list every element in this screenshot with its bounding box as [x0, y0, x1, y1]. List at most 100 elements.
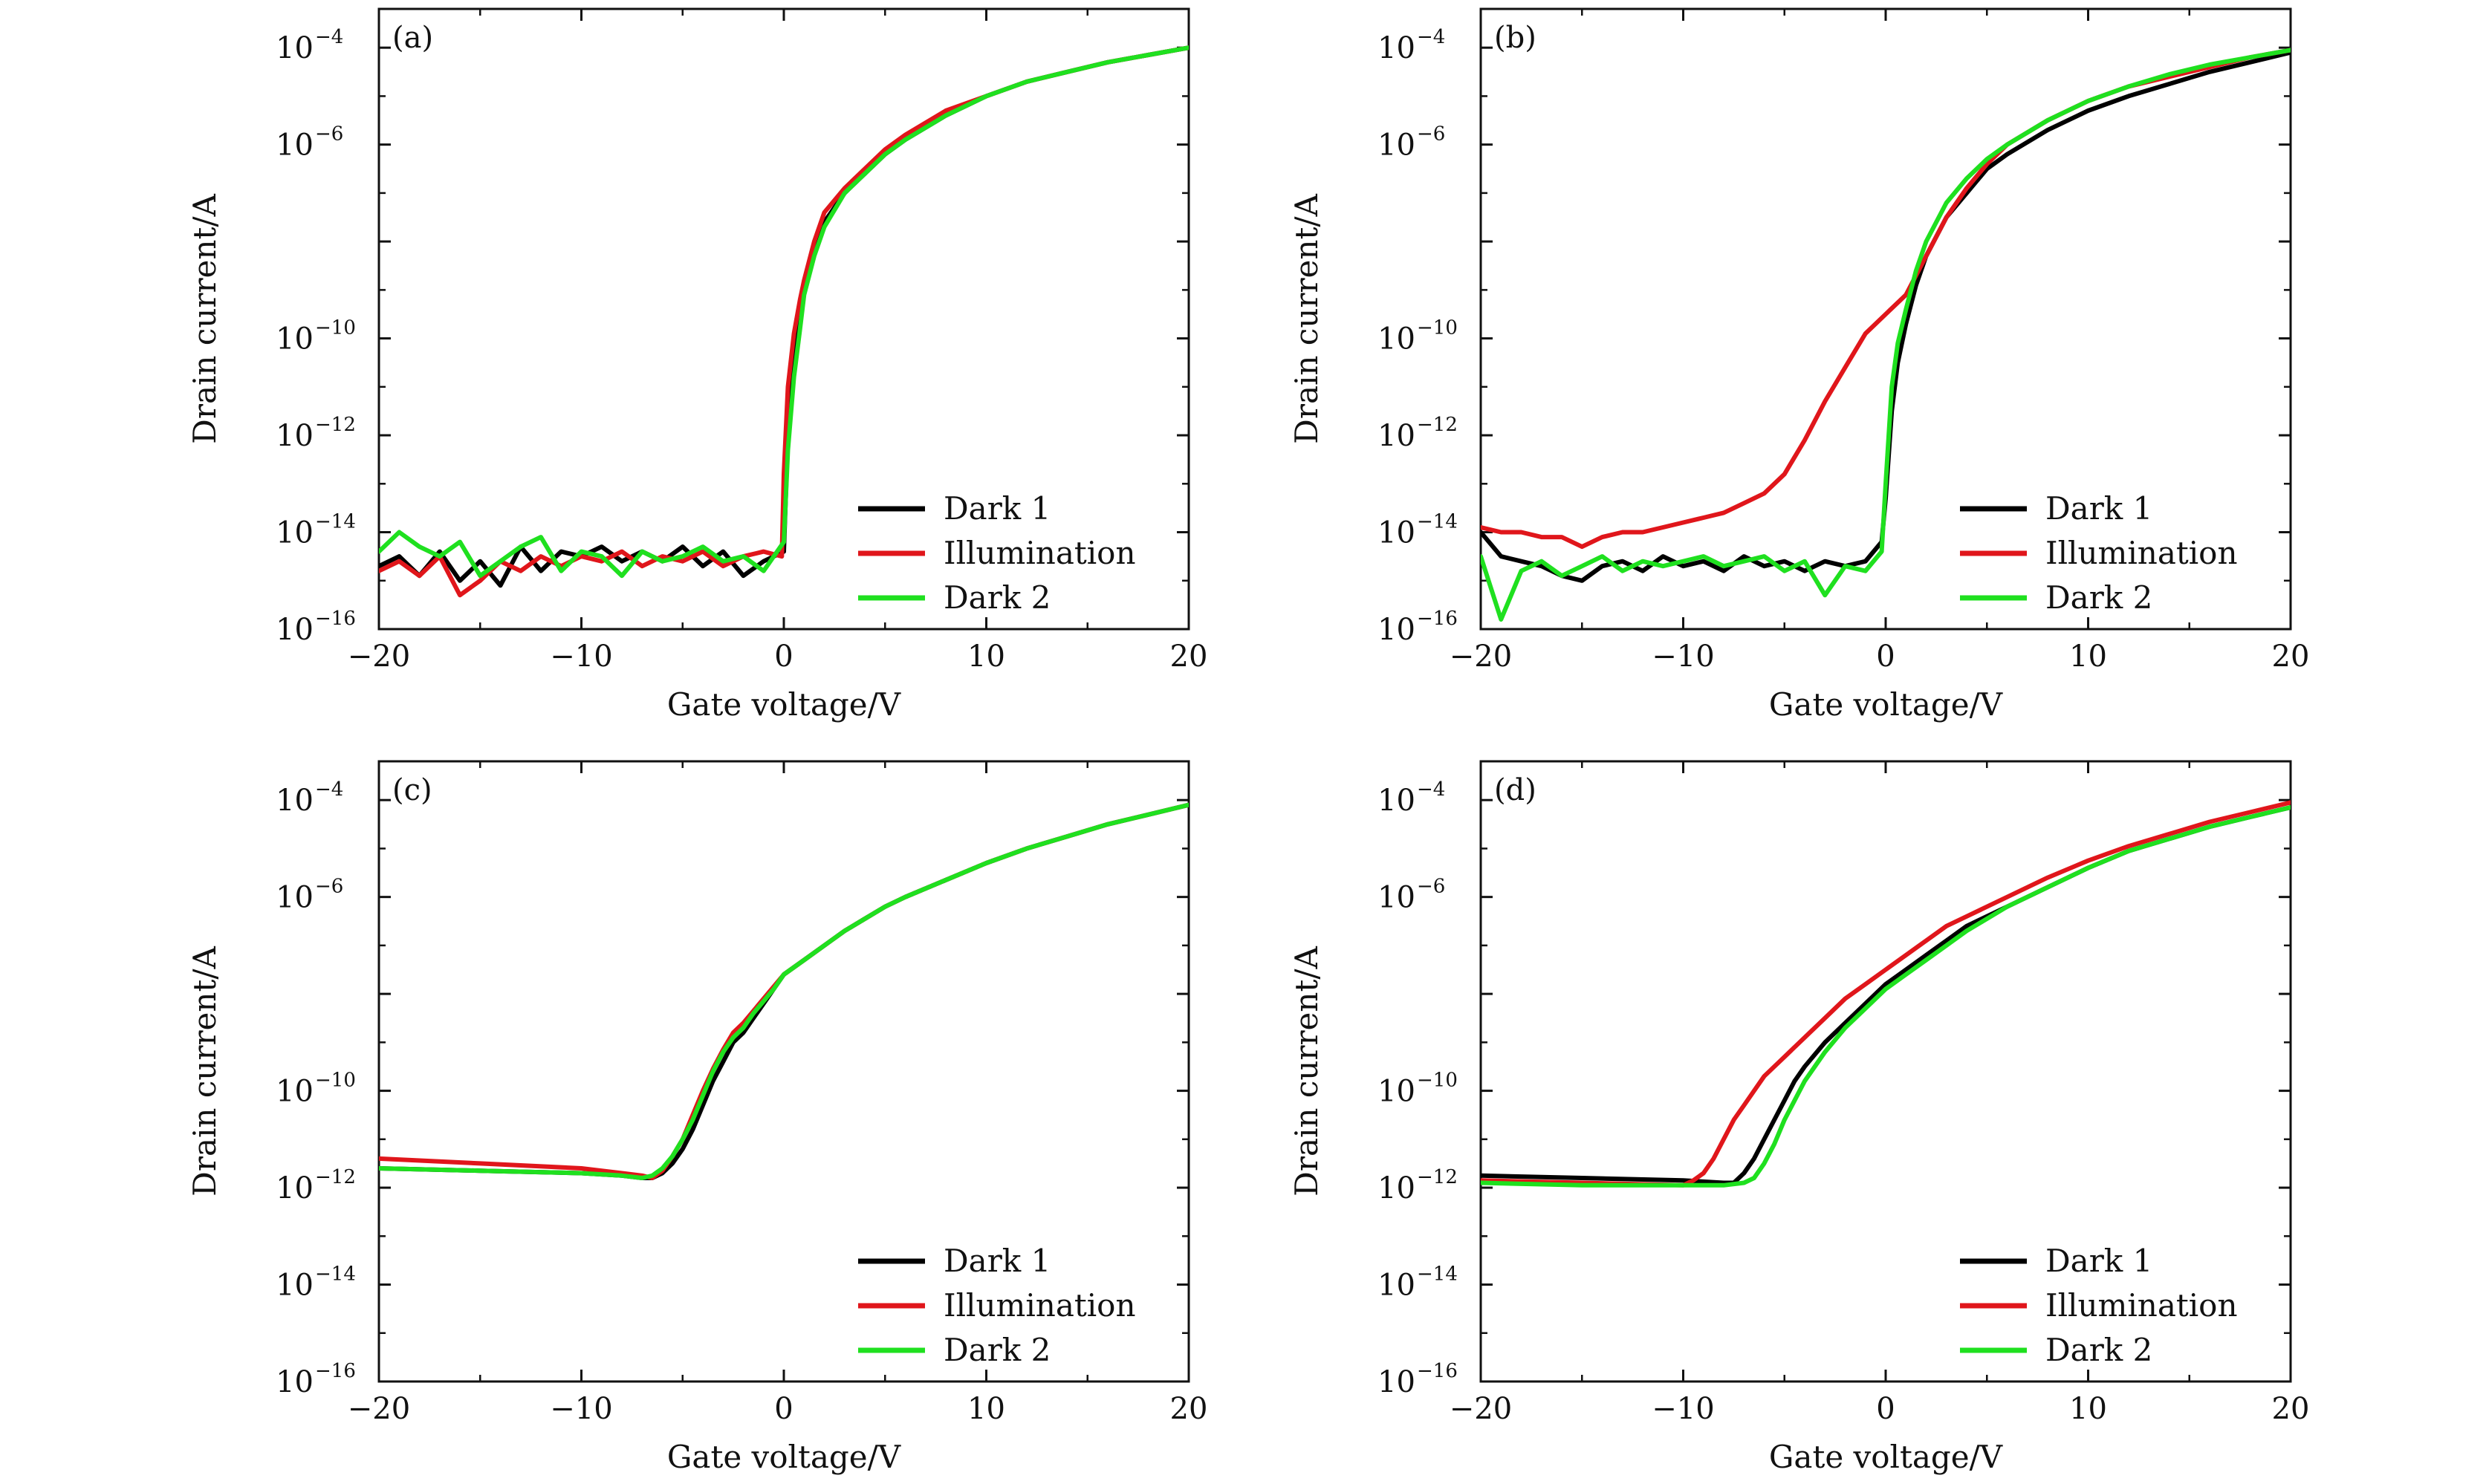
y-tick-exponent: −16 — [1417, 608, 1458, 630]
y-tick-exponent: −12 — [1417, 1166, 1458, 1188]
series-line-dark-1 — [379, 802, 1189, 1180]
y-tick-label: 10 — [276, 1269, 314, 1303]
series-line-dark-1 — [1481, 805, 2291, 1185]
legend-label: Illumination — [2045, 535, 2238, 571]
x-tick-label: −20 — [1450, 1392, 1512, 1426]
x-tick-label: 20 — [2272, 640, 2310, 674]
y-tick-label: 10 — [1377, 516, 1415, 550]
y-tick-label: 10 — [1377, 784, 1415, 818]
x-tick-label: 10 — [2069, 640, 2107, 674]
y-tick-label: 10 — [1377, 1171, 1415, 1205]
x-tick-label: −20 — [1450, 640, 1512, 674]
y-tick-exponent: −14 — [315, 1263, 356, 1286]
y-tick-exponent: −10 — [1417, 317, 1458, 339]
series-line-dark-1 — [1481, 50, 2291, 583]
y-tick-exponent: −4 — [315, 778, 343, 801]
y-tick-label: 10 — [276, 1171, 314, 1205]
y-tick-label: 10 — [276, 31, 314, 65]
series-line-dark-2 — [1481, 805, 2291, 1188]
x-tick-label: 10 — [967, 640, 1005, 674]
series-group — [379, 45, 1189, 598]
y-tick-exponent: −14 — [315, 511, 356, 533]
y-tick-exponent: −4 — [1417, 26, 1445, 48]
legend-label: Dark 2 — [2045, 579, 2152, 616]
y-tick-label: 10 — [1377, 1365, 1415, 1399]
series-line-dark-2 — [379, 802, 1189, 1180]
y-tick-exponent: −6 — [1417, 876, 1445, 898]
series-line-illumination — [379, 802, 1189, 1180]
x-axis-label: Gate voltage/V — [667, 686, 901, 723]
y-tick-exponent: −10 — [1417, 1070, 1458, 1092]
legend-label: Dark 1 — [944, 490, 1051, 527]
y-tick-label: 10 — [276, 128, 314, 163]
legend-label: Dark 1 — [2045, 490, 2152, 527]
series-group — [1481, 48, 2291, 622]
legend-label: Dark 2 — [2045, 1332, 2152, 1368]
panel-label: (d) — [1494, 773, 1536, 807]
x-tick-label: 20 — [1170, 640, 1208, 674]
panel-label: (c) — [392, 773, 432, 807]
x-axis-label: Gate voltage/V — [667, 1439, 901, 1475]
panel-label: (b) — [1494, 21, 1536, 55]
series-line-illumination — [1481, 800, 2291, 1188]
x-tick-label: 0 — [1876, 640, 1895, 674]
y-tick-label: 10 — [276, 419, 314, 453]
y-tick-label: 10 — [1377, 128, 1415, 163]
y-tick-label: 10 — [276, 516, 314, 550]
series-group — [379, 802, 1189, 1180]
y-tick-exponent: −14 — [1417, 511, 1458, 533]
x-tick-label: 0 — [774, 1392, 793, 1426]
x-tick-label: 0 — [774, 640, 793, 674]
x-tick-label: 10 — [967, 1392, 1005, 1426]
legend-label: Dark 2 — [944, 579, 1051, 616]
y-tick-label: 10 — [1377, 1075, 1415, 1109]
y-tick-exponent: −10 — [315, 317, 356, 339]
legend-label: Illumination — [944, 535, 1136, 571]
x-axis-label: Gate voltage/V — [1769, 686, 2003, 723]
y-tick-exponent: −12 — [315, 1166, 356, 1188]
y-tick-label: 10 — [1377, 613, 1415, 647]
y-tick-label: 10 — [276, 784, 314, 818]
y-tick-exponent: −16 — [315, 608, 356, 630]
y-tick-label: 10 — [1377, 419, 1415, 453]
y-tick-label: 10 — [276, 881, 314, 915]
y-tick-label: 10 — [1377, 881, 1415, 915]
y-tick-label: 10 — [276, 1365, 314, 1399]
x-tick-label: 20 — [1170, 1392, 1208, 1426]
y-tick-exponent: −6 — [315, 876, 343, 898]
y-tick-exponent: −12 — [315, 414, 356, 436]
y-tick-label: 10 — [276, 1075, 314, 1109]
y-tick-exponent: −4 — [315, 26, 343, 48]
series-line-illumination — [379, 45, 1189, 598]
y-axis-label: Drain current/A — [186, 946, 223, 1197]
y-axis-label: Drain current/A — [1288, 194, 1325, 444]
legend-label: Illumination — [2045, 1287, 2238, 1324]
y-tick-exponent: −4 — [1417, 778, 1445, 801]
legend-label: Illumination — [944, 1287, 1136, 1324]
x-tick-label: 0 — [1876, 1392, 1895, 1426]
series-group — [1481, 800, 2291, 1188]
x-tick-label: −10 — [550, 640, 612, 674]
legend-label: Dark 1 — [2045, 1243, 2152, 1279]
y-tick-exponent: −6 — [315, 123, 343, 146]
y-tick-exponent: −16 — [315, 1360, 356, 1382]
y-tick-label: 10 — [1377, 1269, 1415, 1303]
x-tick-label: 20 — [2272, 1392, 2310, 1426]
x-tick-label: −20 — [348, 640, 410, 674]
series-line-dark-2 — [379, 45, 1189, 579]
panel-label: (a) — [392, 21, 433, 55]
y-tick-exponent: −12 — [1417, 414, 1458, 436]
y-axis-label: Drain current/A — [1288, 946, 1325, 1197]
x-tick-label: 10 — [2069, 1392, 2107, 1426]
y-tick-label: 10 — [1377, 31, 1415, 65]
y-tick-label: 10 — [276, 613, 314, 647]
legend-label: Dark 1 — [944, 1243, 1051, 1279]
series-line-dark-2 — [1481, 48, 2291, 622]
y-tick-label: 10 — [276, 322, 314, 357]
x-tick-label: −10 — [1652, 640, 1714, 674]
